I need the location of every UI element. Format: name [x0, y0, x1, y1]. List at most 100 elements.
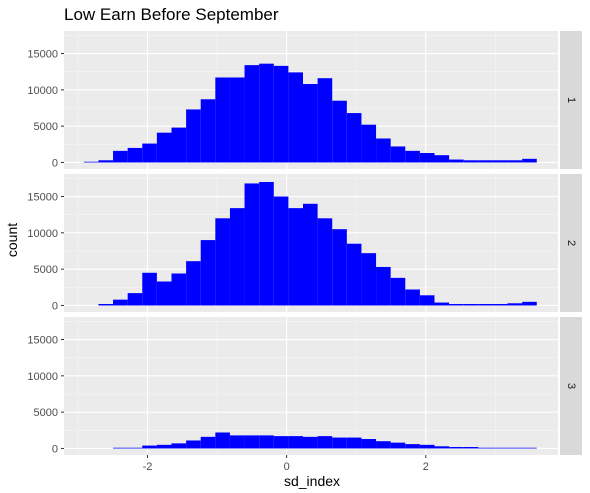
y-tick-label: 5000: [34, 121, 58, 133]
histogram-bar: [229, 77, 245, 163]
histogram-bar: [478, 160, 493, 163]
histogram-bar: [463, 160, 479, 163]
facet-strip: [560, 174, 582, 312]
histogram-bar: [273, 436, 289, 449]
y-tick-label: 15000: [27, 192, 58, 204]
histogram-bar: [376, 441, 391, 449]
facet-strip-label: 3: [565, 383, 577, 389]
histogram-bar: [463, 447, 479, 449]
histogram-bar: [463, 304, 479, 306]
y-tick-label: 5000: [34, 264, 58, 276]
x-axis-title: sd_index: [284, 473, 340, 489]
y-tick-label: 0: [52, 157, 58, 169]
histogram-bar: [259, 435, 274, 449]
histogram-bar: [215, 77, 230, 163]
chart-title: Low Earn Before September: [64, 5, 279, 24]
histogram-bar: [346, 437, 362, 449]
histogram-bar: [244, 65, 260, 163]
histogram-bar: [419, 444, 435, 449]
histogram-bar: [376, 266, 391, 306]
histogram-bar: [171, 273, 187, 306]
x-tick-label: -2: [143, 461, 153, 473]
histogram-bar: [288, 72, 303, 163]
y-tick-label: 5000: [34, 407, 58, 419]
histogram-bar: [434, 302, 450, 306]
histogram-bar: [98, 304, 114, 306]
panel-background: [64, 317, 558, 455]
histogram-bar: [156, 281, 172, 306]
histogram-bar: [142, 272, 157, 306]
histogram-bar: [390, 146, 406, 163]
facet-strip-label: 2: [565, 240, 577, 246]
y-tick-label: 10000: [27, 371, 58, 383]
histogram-bar: [200, 240, 216, 306]
histogram-bar: [302, 203, 318, 306]
histogram-bar: [405, 150, 420, 163]
x-tick-label: 2: [423, 461, 429, 473]
histogram-bar: [346, 243, 362, 306]
facet-strip-label: 1: [565, 97, 577, 103]
histogram-bar: [244, 183, 260, 306]
histogram-bar: [449, 304, 464, 306]
histogram-bar: [376, 138, 391, 163]
histogram-bar: [302, 436, 318, 449]
histogram-bar: [449, 159, 464, 163]
histogram-bar: [142, 445, 157, 449]
histogram-bar: [215, 432, 230, 449]
histogram-bar: [332, 437, 347, 449]
y-tick-label: 0: [52, 300, 58, 312]
histogram-bar: [390, 442, 406, 449]
histogram-bar: [171, 127, 187, 163]
facet-panel-1: 0 5000 10000 15000 1: [27, 31, 582, 169]
histogram-bar: [478, 447, 493, 449]
histogram-bar: [405, 444, 420, 449]
y-axis-title: count: [4, 223, 20, 257]
histogram-bar: [434, 446, 450, 449]
facet-strip: [560, 31, 582, 169]
histogram-bar: [390, 277, 406, 306]
y-tick-label: 15000: [27, 49, 58, 61]
y-tick-label: 0: [52, 443, 58, 455]
histogram-bar: [171, 443, 187, 449]
facet-panel-2: 0 5000 10000 15000 2: [27, 174, 582, 312]
histogram-bar: [405, 289, 420, 306]
facet-strip: [560, 317, 582, 455]
histogram-bar: [127, 147, 143, 163]
facet-panels: 0 5000 10000 15000 1 0 5000 10000 15000 2 0 5000 100…: [27, 31, 582, 473]
histogram-bar: [361, 253, 377, 306]
histogram-bar: [478, 304, 493, 306]
histogram-bar: [302, 84, 318, 163]
histogram-bar: [244, 435, 260, 449]
histogram-bar: [113, 447, 128, 449]
histogram-bar: [186, 261, 201, 306]
y-tick-label: 10000: [27, 228, 58, 240]
histogram-bar: [229, 435, 245, 449]
histogram-bar: [127, 293, 143, 306]
histogram-bar: [507, 160, 523, 163]
histogram-bar: [98, 160, 114, 163]
histogram-bar: [449, 447, 464, 449]
histogram-bar: [215, 218, 230, 306]
histogram-bar: [259, 63, 274, 163]
histogram-bar: [507, 447, 523, 449]
y-tick-label: 10000: [27, 85, 58, 97]
histogram-bar: [229, 208, 245, 306]
histogram-bar: [332, 229, 347, 306]
histogram-bar: [492, 447, 508, 449]
histogram-bar: [288, 208, 303, 306]
histogram-bar: [113, 299, 128, 306]
histogram-bar: [492, 304, 508, 306]
histogram-bar: [332, 100, 347, 163]
histogram-bar: [361, 439, 377, 449]
histogram-bar: [156, 444, 172, 449]
histogram-bar: [186, 440, 201, 449]
facet-panel-3: 0 5000 10000 15000 3: [27, 317, 582, 455]
histogram-bar: [522, 447, 537, 449]
histogram-bar: [156, 132, 172, 163]
histogram-bar: [507, 303, 523, 306]
histogram-bar: [259, 181, 274, 306]
histogram-bar: [288, 436, 303, 449]
histogram-bar: [273, 196, 289, 306]
histogram-bar: [317, 436, 333, 449]
